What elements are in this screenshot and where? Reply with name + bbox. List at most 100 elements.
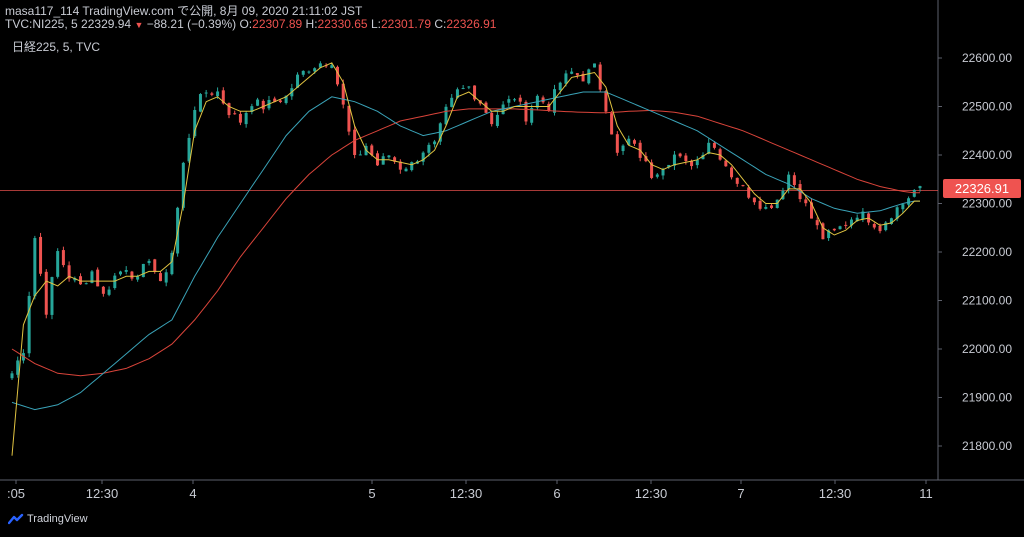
candle-body bbox=[889, 218, 893, 225]
close-value: 22326.91 bbox=[446, 17, 497, 31]
candle-body bbox=[250, 106, 254, 113]
candle-body bbox=[427, 144, 431, 153]
current-price: 22329.94 bbox=[81, 17, 132, 31]
candle-body bbox=[718, 149, 722, 160]
candle-body bbox=[821, 223, 825, 240]
candle-body bbox=[79, 276, 83, 285]
candle-body bbox=[124, 270, 128, 272]
high-label: H: bbox=[305, 17, 318, 31]
candle-body bbox=[518, 97, 522, 102]
candle-body bbox=[855, 217, 859, 222]
candle-body bbox=[433, 141, 437, 145]
candle-body bbox=[484, 102, 488, 113]
candle-body bbox=[227, 103, 231, 116]
candle-body bbox=[918, 186, 922, 189]
candle-body bbox=[655, 174, 659, 177]
candle-body bbox=[581, 73, 585, 82]
candle-body bbox=[615, 134, 619, 153]
candle-body bbox=[187, 137, 191, 162]
ohlc-readout: TVC:NI225, 5 22329.94 ▼ −88.21 (−0.39%) … bbox=[5, 17, 496, 32]
candle-body bbox=[598, 64, 602, 90]
candle-body bbox=[10, 373, 14, 379]
candle-body bbox=[621, 145, 625, 152]
open-value: 22307.89 bbox=[252, 17, 303, 31]
candle-body bbox=[541, 97, 545, 103]
candle-body bbox=[84, 283, 88, 285]
candle-body bbox=[398, 161, 402, 170]
candle-body bbox=[861, 211, 865, 220]
candle-body bbox=[141, 263, 145, 278]
y-tick-label: 22400.00 bbox=[962, 148, 1012, 162]
candle-body bbox=[387, 155, 391, 158]
candle-body bbox=[912, 189, 916, 197]
x-tick-label: 6 bbox=[553, 486, 560, 501]
candle-body bbox=[313, 68, 317, 72]
candle-body bbox=[404, 168, 408, 172]
candle-body bbox=[604, 91, 608, 112]
candle-body bbox=[884, 222, 888, 231]
candle-body bbox=[901, 204, 905, 210]
candle-body bbox=[444, 106, 448, 125]
x-tick-label: 12:30 bbox=[450, 486, 483, 501]
candle-body bbox=[678, 153, 682, 157]
candle-body bbox=[758, 200, 762, 209]
candle-body bbox=[787, 174, 791, 190]
x-tick-label: 12:30 bbox=[86, 486, 119, 501]
candle-body bbox=[895, 207, 899, 219]
candle-body bbox=[67, 265, 71, 279]
candle-body bbox=[341, 83, 345, 105]
candle-body bbox=[558, 82, 562, 91]
candle-body bbox=[872, 223, 876, 228]
candle-body bbox=[221, 90, 225, 104]
candle-body bbox=[50, 277, 54, 315]
candle-body bbox=[410, 162, 414, 171]
y-tick-label: 22500.00 bbox=[962, 100, 1012, 114]
candle-body bbox=[473, 85, 477, 100]
candle-body bbox=[838, 226, 842, 230]
y-tick-label: 21900.00 bbox=[962, 391, 1012, 405]
candle-body bbox=[495, 114, 499, 126]
candle-body bbox=[455, 89, 459, 98]
candle-body bbox=[136, 276, 140, 280]
symbol-label[interactable]: 日経225, 5, TVC bbox=[12, 40, 101, 54]
candle-body bbox=[827, 230, 831, 239]
candle-body bbox=[96, 269, 100, 287]
candle-body bbox=[261, 100, 265, 110]
candle-body bbox=[158, 273, 162, 282]
ma-slow-line bbox=[11, 108, 920, 377]
x-tick-label: :05 bbox=[7, 486, 25, 501]
y-tick-label: 22200.00 bbox=[962, 245, 1012, 259]
candle-body bbox=[632, 140, 636, 144]
candle-body bbox=[284, 95, 288, 104]
candle-body bbox=[684, 155, 688, 162]
brand[interactable]: TradingView bbox=[8, 513, 88, 525]
candle-body bbox=[421, 152, 425, 162]
candle-body bbox=[210, 93, 214, 95]
candle-body bbox=[461, 88, 465, 90]
candle-body bbox=[844, 224, 848, 226]
candle-body bbox=[90, 271, 94, 284]
candle-body bbox=[587, 69, 591, 84]
candle-body bbox=[193, 110, 197, 137]
candle-body bbox=[672, 154, 676, 166]
candle-body bbox=[381, 156, 385, 165]
candle-body bbox=[792, 175, 796, 186]
candle-body bbox=[198, 94, 202, 112]
y-tick-label: 22300.00 bbox=[962, 197, 1012, 211]
candle-body bbox=[570, 71, 574, 74]
candle-body bbox=[56, 251, 60, 277]
candle-body bbox=[747, 187, 751, 198]
candle-body bbox=[650, 162, 654, 178]
x-tick-label: 12:30 bbox=[819, 486, 852, 501]
candle-body bbox=[644, 156, 648, 162]
candle-body bbox=[113, 275, 117, 289]
candle-body bbox=[370, 145, 374, 156]
candle-body bbox=[119, 271, 123, 275]
candle-body bbox=[170, 252, 174, 275]
x-tick-label: 4 bbox=[189, 486, 196, 501]
candle-body bbox=[238, 113, 242, 123]
candle-body bbox=[278, 100, 282, 103]
candle-body bbox=[553, 89, 557, 113]
